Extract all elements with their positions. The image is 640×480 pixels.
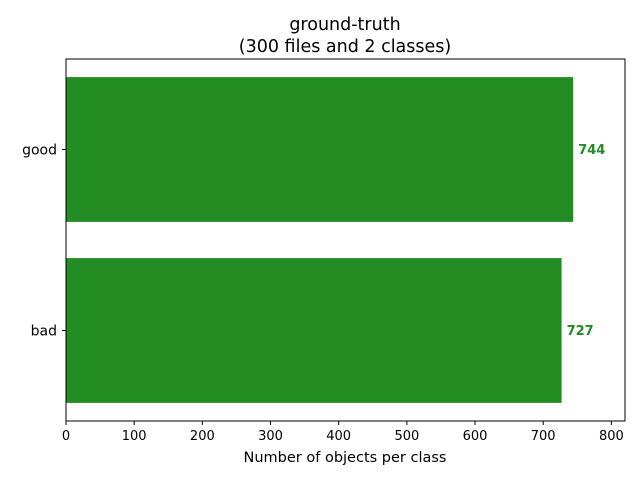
x-tick-label-300: 300 bbox=[258, 429, 283, 444]
bar-bad bbox=[66, 258, 562, 403]
x-tick-label-800: 800 bbox=[599, 429, 624, 444]
x-tick-label-0: 0 bbox=[62, 429, 70, 444]
plot-area-frame bbox=[65, 58, 626, 422]
x-tick-label-100: 100 bbox=[122, 429, 147, 444]
x-tick-label-600: 600 bbox=[463, 429, 488, 444]
x-tick-label-400: 400 bbox=[326, 429, 351, 444]
data-label-bad: 727 bbox=[567, 324, 594, 339]
chart-subtitle: (300 files and 2 classes) bbox=[239, 37, 451, 57]
x-tick-label-700: 700 bbox=[531, 429, 556, 444]
x-axis-label: Number of objects per class bbox=[244, 450, 447, 466]
data-label-good: 744 bbox=[578, 143, 605, 158]
y-tick-label-bad: bad bbox=[31, 324, 57, 340]
data-labels-group: 744 727 bbox=[567, 143, 606, 339]
x-tick-label-500: 500 bbox=[394, 429, 419, 444]
x-tick-label-200: 200 bbox=[190, 429, 215, 444]
y-category-labels: good bad bbox=[22, 143, 66, 340]
bars-group bbox=[66, 77, 574, 403]
x-axis-ticks: 0 100 200 300 400 500 600 700 800 bbox=[62, 421, 624, 444]
chart-title: ground-truth bbox=[289, 15, 400, 35]
bar-good bbox=[66, 77, 574, 222]
y-tick-label-good: good bbox=[22, 143, 57, 159]
